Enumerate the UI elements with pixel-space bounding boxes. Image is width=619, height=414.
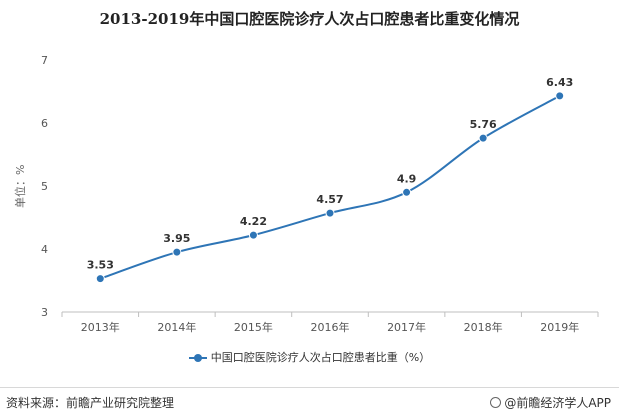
data-label: 6.43 (546, 76, 573, 89)
x-tick-label: 2018年 (464, 320, 503, 334)
y-tick-label: 6 (41, 117, 48, 130)
data-label: 3.53 (87, 259, 114, 272)
x-tick-label: 2019年 (540, 320, 579, 334)
y-tick-label: 3 (41, 306, 48, 319)
data-point (478, 133, 488, 143)
x-tick-label: 2013年 (81, 320, 120, 334)
data-point (95, 274, 105, 284)
data-point (402, 187, 412, 197)
y-tick-label: 5 (41, 180, 48, 193)
chart-title: 2013-2019年中国口腔医院诊疗人次占口腔患者比重变化情况 (99, 10, 520, 28)
footer: 资料来源：前瞻产业研究院整理 @前瞻经济学人APP (0, 387, 619, 414)
legend-series-marker (188, 353, 207, 363)
data-label: 5.76 (470, 118, 497, 131)
data-label: 4.57 (316, 193, 343, 206)
data-label: 4.9 (397, 172, 417, 185)
data-label: 3.95 (163, 232, 190, 245)
legend-series-label: 中国口腔医院诊疗人次占口腔患者比重（%） (210, 351, 431, 364)
data-point (325, 208, 335, 218)
y-tick-label: 4 (41, 243, 48, 256)
data-point (248, 230, 258, 240)
brand-credit: @前瞻经济学人APP (490, 394, 611, 411)
brand-text: @前瞻经济学人APP (504, 396, 611, 410)
brand-logo-icon (490, 397, 502, 408)
legend: 中国口腔医院诊疗人次占口腔患者比重（%） (0, 349, 619, 365)
data-point (555, 91, 565, 101)
data-label: 4.22 (240, 215, 267, 228)
x-tick-label: 2016年 (311, 320, 350, 334)
x-tick-label: 2015年 (234, 320, 273, 334)
source-note: 资料来源：前瞻产业研究院整理 (6, 396, 175, 410)
data-point (172, 247, 182, 257)
x-tick-label: 2014年 (157, 320, 196, 334)
x-tick-label: 2017年 (387, 320, 426, 334)
y-tick-label: 7 (41, 54, 48, 67)
